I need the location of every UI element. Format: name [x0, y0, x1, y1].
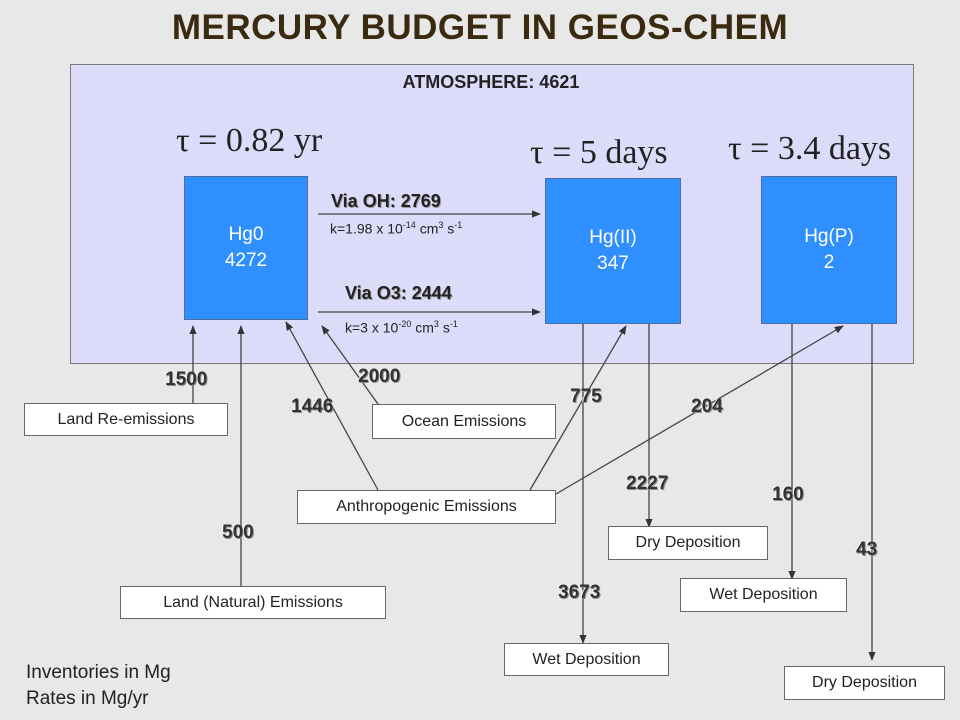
hgp-wet-deposition-box: Wet Deposition	[680, 578, 847, 612]
flux-anthro-hgp: 204	[691, 396, 723, 417]
page-title: MERCURY BUDGET IN GEOS-CHEM	[171, 8, 789, 47]
ocean-emissions-box: Ocean Emissions	[372, 404, 556, 439]
flux-land-natural: 500	[222, 522, 254, 543]
land-reemissions-box: Land Re-emissions	[24, 403, 228, 436]
lifetime-hg2: τ = 5 days	[530, 134, 668, 171]
flux-anthro-hg0: 1446	[291, 396, 334, 417]
units-note-rates: Rates in Mg/yr	[26, 687, 149, 709]
flux-hgp-wet: 160	[772, 484, 804, 505]
oh-rate-constant: k=1.98 x 10-14 cm3 s-1	[330, 220, 463, 237]
flux-hgp-dry: 43	[856, 539, 878, 560]
units-note-inventories: Inventories in Mg	[26, 662, 171, 683]
hgp-dry-deposition-box: Dry Deposition	[784, 666, 945, 700]
flux-ocean: 2000	[358, 366, 401, 387]
anthropogenic-emissions-box: Anthropogenic Emissions	[297, 490, 556, 524]
hg2-wet-deposition-box: Wet Deposition	[504, 643, 669, 676]
arrow-anthro-hgp	[555, 325, 844, 495]
arrow-anthro-hg0	[285, 321, 379, 491]
arrow-anthro-hg2	[529, 325, 627, 491]
hg0-box: Hg0 4272	[184, 176, 308, 320]
hg2-dry-deposition-box: Dry Deposition	[608, 526, 768, 560]
flux-anthro-hg2: 775	[570, 386, 602, 407]
flux-hg2-dry: 2227	[626, 473, 669, 494]
via-o3-label: Via O3: 2444	[345, 283, 452, 303]
flux-hg2-wet: 3673	[558, 582, 601, 603]
hgp-value: 2	[823, 252, 835, 273]
land-natural-emissions-box: Land (Natural) Emissions	[120, 586, 386, 619]
hg0-name: Hg0	[228, 224, 264, 246]
arrow-ocean	[321, 325, 379, 405]
atmosphere-label: ATMOSPHERE: 4621	[402, 72, 580, 92]
hg2-box: Hg(II) 347	[545, 178, 681, 324]
lifetime-hgp: τ = 3.4 days	[728, 130, 892, 167]
flux-land-reemissions: 1500	[165, 369, 208, 390]
via-oh-label: Via OH: 2769	[331, 191, 441, 211]
hg2-value: 347	[597, 253, 629, 274]
lifetime-hg0: τ = 0.82 yr	[176, 122, 323, 159]
hgp-name: Hg(P)	[804, 226, 854, 248]
hg2-name: Hg(II)	[589, 227, 637, 249]
hg0-value: 4272	[224, 250, 268, 271]
hgp-box: Hg(P) 2	[761, 176, 897, 324]
units-note: Inventories in Mg Rates in Mg/yr	[26, 660, 171, 711]
o3-rate-constant: k=3 x 10-20 cm3 s-1	[345, 319, 458, 336]
